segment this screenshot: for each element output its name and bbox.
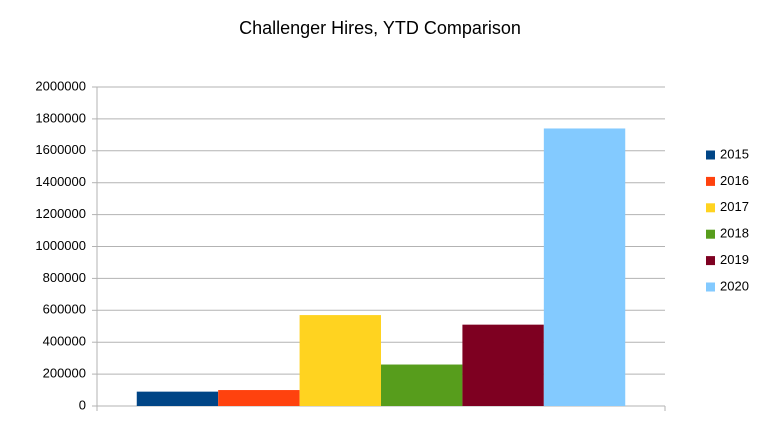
legend-swatch [706,203,715,213]
bar [218,390,300,406]
bar [381,364,463,406]
y-tick-label: 800000 [43,270,86,285]
y-tick-label: 1400000 [35,174,86,189]
y-tick-label: 0 [79,397,86,412]
bar [543,128,626,406]
y-tick-label: 1600000 [35,142,86,157]
legend-label: 2017 [720,199,749,214]
bar [462,324,544,406]
legend-swatch [706,282,715,292]
legend-label: 2015 [720,146,749,161]
y-tick-label: 1000000 [35,238,86,253]
y-tick-label: 200000 [43,366,86,381]
legend-label: 2019 [720,252,749,267]
legend-swatch [706,256,715,266]
legend-label: 2018 [720,226,749,241]
y-tick-label: 1200000 [35,206,86,221]
y-tick-label: 2000000 [35,78,86,93]
legend-swatch [706,150,715,160]
y-tick-label: 600000 [43,302,86,317]
legend-swatch [706,176,715,186]
bar [299,315,381,406]
y-tick-label: 400000 [43,334,86,349]
legend-swatch [706,229,715,239]
bar [136,391,219,406]
legend-label: 2020 [720,278,749,293]
chart-title: Challenger Hires, YTD Comparison [239,18,521,38]
legend-label: 2016 [720,173,749,188]
y-tick-label: 1800000 [35,110,86,125]
